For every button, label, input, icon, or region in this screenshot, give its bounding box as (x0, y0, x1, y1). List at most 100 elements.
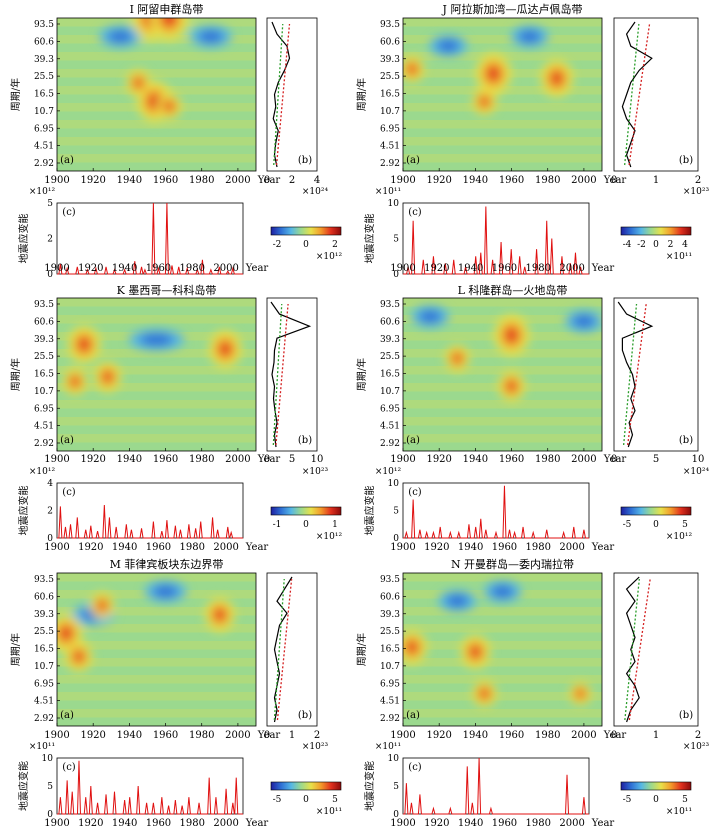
panel-K-strain-axis-title: 地震应变能 (17, 486, 30, 536)
panel-I-period-label: 2.92 (34, 159, 54, 169)
panel-I-colorbar-tick: 0 (303, 240, 309, 250)
panel-I-period-label: 25.5 (34, 72, 54, 82)
panel-N-colorbar-tick: 5 (682, 795, 688, 805)
panel-L-colorbar-tick: 0 (653, 520, 659, 530)
panel-N-hot-core (576, 689, 585, 698)
panel-J-hot-core (407, 64, 417, 74)
panel-M-wavelet-frame (56, 572, 257, 727)
panel-J-cold-core (437, 39, 460, 52)
panel-M-year-axis-title: Year (257, 730, 281, 741)
panel-J-band (403, 18, 602, 27)
panel-K-year-label: 1940 (117, 454, 142, 465)
panel-N-gws-frame (613, 572, 699, 727)
panel-K-wavelet-marks (57, 298, 256, 443)
panel-J-gws-exp: ×10²³ (683, 187, 710, 197)
panel-K-band (57, 298, 256, 307)
panel-I-blobs (99, 18, 232, 122)
panel-M-label-b: (b) (298, 710, 312, 721)
panel-M-band (57, 573, 256, 582)
panel-N-label-b: (b) (679, 710, 693, 721)
panel-M-strain-line (57, 760, 243, 815)
panel-N-strain-frame (402, 757, 590, 815)
panel-M-strain-year-label: 1960 (146, 818, 171, 829)
panel-K-strain-tick: 4 (47, 479, 53, 489)
panel-L-wavelet-frame (402, 297, 603, 452)
panel-L-year-label: 1940 (463, 454, 488, 465)
panel-K-gws-curve (270, 301, 312, 448)
panel-I-year-label: 1960 (153, 175, 178, 186)
panel-L-strain-year-label: 1900 (390, 542, 415, 553)
panel-K-strain-year-label: 1920 (78, 542, 103, 553)
panel-I-period-label: 93.5 (34, 20, 54, 30)
panel-M-period-axis-title: 周期/年 (9, 633, 22, 666)
panel-N-strain-tick: 10 (388, 754, 400, 764)
panel-K-strain-year-label: 2000 (213, 542, 238, 553)
panel-K-year-label: 1980 (189, 454, 214, 465)
panel-L-period-label: 16.5 (380, 370, 400, 380)
panel-N-period-label: 93.5 (380, 575, 400, 585)
panel-K-wavelet-frame (56, 297, 257, 452)
panel-J-year-label: 1920 (426, 175, 451, 186)
panel-N-year-label: 1920 (426, 730, 451, 741)
panel-K-hot-core (78, 337, 91, 351)
panel-L-hot-core (506, 380, 517, 392)
panel-J-strain-tick: 5 (393, 235, 399, 245)
panel-M-period-label: 4.51 (34, 697, 54, 707)
panel-K-gws-tick: 0 (264, 454, 270, 465)
panel-M-strain-year-label: 1920 (78, 818, 103, 829)
panel-K-title: K 墨西哥—科科岛带 (117, 283, 217, 297)
panel-I-strain-tick: 0 (47, 270, 53, 280)
panel-K-strain-exp: ×10¹² (29, 467, 56, 477)
panel-N-colorbar (620, 781, 692, 791)
panel-K-band (57, 366, 256, 375)
panel-K-period-label: 10.7 (34, 387, 54, 397)
panel-J-colorbar-tick: 2 (668, 240, 674, 250)
panel-I-colorbar-tick: -2 (273, 240, 282, 250)
panel-I-band (57, 137, 256, 146)
panel-K-strain-tick: 2 (47, 507, 53, 517)
panel-M-band (57, 641, 256, 650)
panel-I-period-label: 10.7 (34, 107, 54, 117)
panel-I-colorbar (270, 226, 342, 236)
panel-L-band (403, 366, 602, 375)
panel-L-period-label: 93.5 (380, 300, 400, 310)
panel-L-gws-exp: ×10²⁴ (683, 467, 710, 477)
panel-L-hot-core (452, 353, 462, 363)
panel-K-band (57, 417, 256, 426)
panel-N-period-label: 6.95 (380, 679, 400, 689)
panel-N-gws-curve (625, 576, 640, 723)
panel-L-gws-tick: 10 (692, 454, 705, 465)
panel-J-strain-tick: 10 (388, 199, 400, 209)
panel-I-gws-curve (271, 21, 291, 168)
panel-M-year-label: 1900 (44, 730, 69, 741)
panel-I-strain-tick: 5 (47, 199, 53, 209)
panel-M-label-c: (c) (62, 762, 76, 773)
panel-N-strain-year-label: 1960 (492, 818, 517, 829)
panel-N-year-label: 2000 (571, 730, 596, 741)
panel-I-strain-year-label: 1980 (180, 263, 205, 274)
panel-K-strain-year-label: 1900 (44, 542, 69, 553)
panel-M-hot-core (73, 651, 84, 662)
panel-I-hot-core (164, 101, 174, 111)
panel-L-gws-tick: 0 (611, 454, 617, 465)
panel-J-blobs (403, 25, 573, 115)
panel-N-strain-tick: 0 (393, 810, 399, 820)
panel-L-strain-line (403, 485, 589, 539)
panel-K-strain-year-label: 1980 (180, 542, 205, 553)
panel-J-year-label: 1980 (535, 175, 560, 186)
panel-J-band (403, 103, 602, 112)
panel-I-strain-year-label: 1960 (146, 263, 171, 274)
panel-L-year-label: 2000 (571, 454, 596, 465)
panel-J-colorbar-exp: ×10¹¹ (666, 252, 692, 262)
panel-L-strain-year-label: 1960 (492, 542, 517, 553)
panel-I-year-label: 1920 (80, 175, 105, 186)
panel-N-hot-core (479, 689, 489, 698)
panel-M-period-label: 60.6 (34, 592, 54, 602)
panel-N-band (403, 709, 602, 718)
panel-J-period-label: 25.5 (380, 72, 400, 82)
panel-J-strain-line (403, 206, 589, 275)
panel-L-band (403, 298, 602, 307)
panel-M-year-label: 1960 (153, 730, 178, 741)
panel-M-gws-green-sig (273, 578, 285, 721)
panel-I-cold-core (107, 30, 133, 43)
